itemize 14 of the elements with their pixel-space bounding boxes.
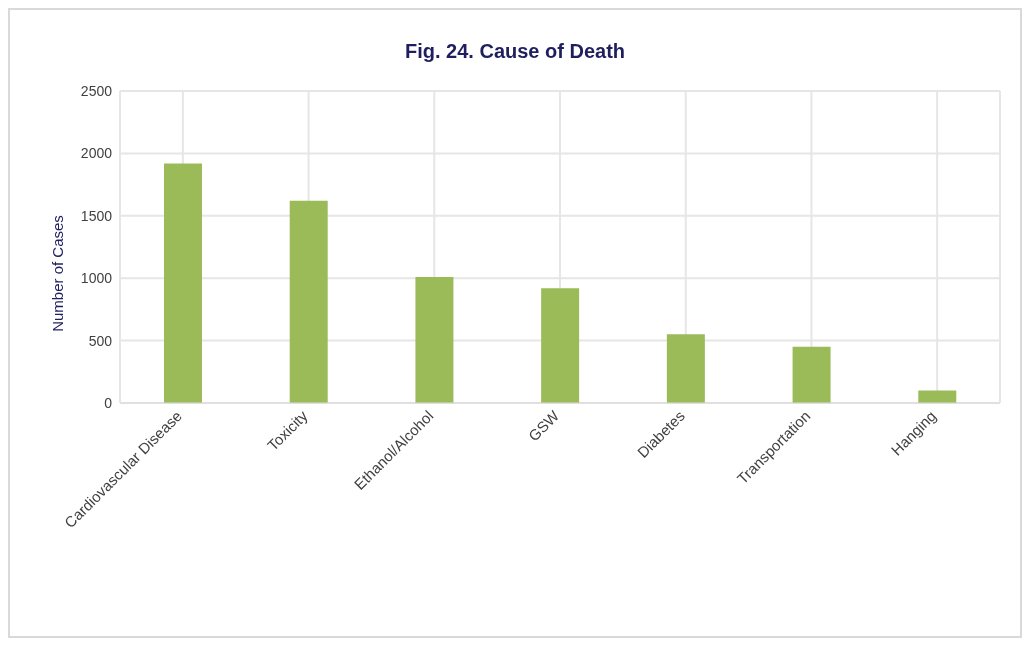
y-tick-label: 2000	[80, 145, 113, 162]
chart-title: Fig. 24. Cause of Death	[403, 40, 627, 63]
y-tick-label: 1000	[80, 270, 113, 287]
y-tick-label: 0	[104, 394, 113, 411]
bar	[541, 288, 580, 403]
y-axis-title: Number of Cases	[48, 214, 66, 334]
y-tick-label: 500	[88, 332, 113, 349]
y-tick-label: 1500	[80, 207, 113, 224]
bar	[164, 163, 202, 403]
bar	[289, 200, 328, 403]
bar	[792, 346, 831, 403]
bar	[666, 334, 705, 403]
y-tick-label: 2500	[80, 82, 113, 99]
bar	[415, 276, 454, 403]
